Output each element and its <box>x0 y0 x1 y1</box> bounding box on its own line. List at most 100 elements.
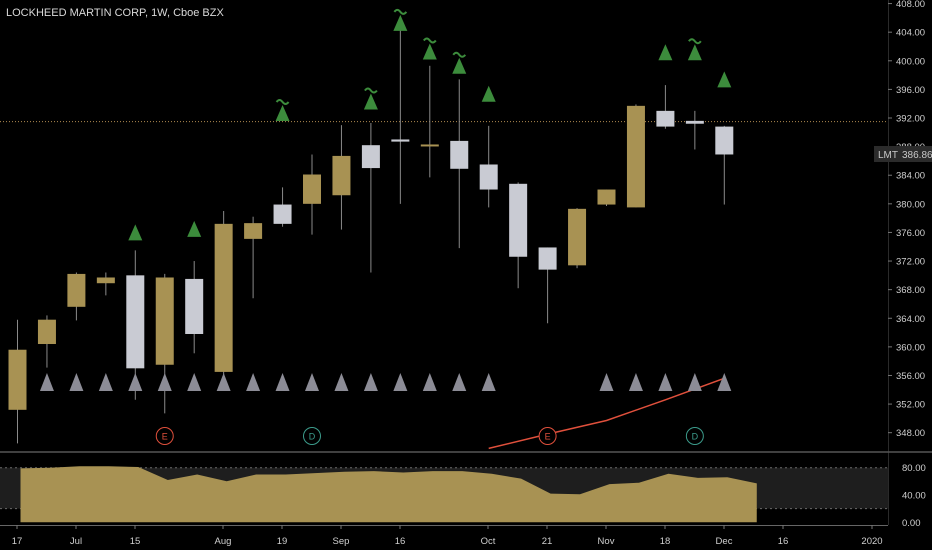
price-axis-label: 408.00 <box>896 0 925 10</box>
buy-signal-triangle <box>687 44 702 61</box>
tilde-mark <box>423 37 437 44</box>
price-axis-label: 404.00 <box>896 28 925 39</box>
buy-signal-triangle <box>481 85 496 102</box>
candle-down <box>391 139 410 142</box>
time-axis[interactable]: 17 Jul 15 Aug 19 Sep 16 Oct 21 Nov 18 Dec 16 2020 <box>12 525 883 547</box>
buy-signal-triangle <box>452 57 467 74</box>
time-axis-label: 17 <box>12 536 23 547</box>
signal-triangle <box>275 373 290 391</box>
candle-down <box>685 120 704 124</box>
price-axis-label: 400.00 <box>896 56 925 67</box>
time-axis-label: Oct <box>481 536 496 547</box>
time-axis-label: Sep <box>333 536 350 547</box>
candle-up <box>8 349 27 410</box>
time-axis-label: Jul <box>70 536 82 547</box>
oscillator-axis-label: 40.00 <box>902 490 926 501</box>
tilde-mark <box>393 8 408 15</box>
dividend-event-label: D <box>309 432 316 442</box>
tilde-mark <box>275 99 290 105</box>
price-axis-label: 360.00 <box>896 342 925 353</box>
buy-signal-triangle <box>717 71 732 88</box>
buy-signal-triangle <box>128 224 143 241</box>
price-axis-label: 356.00 <box>896 371 925 382</box>
signal-triangle <box>39 373 54 391</box>
signal-triangle <box>599 373 614 391</box>
oscillator-axis-label: 80.00 <box>902 463 926 474</box>
chart-title: LOCKHEED MARTIN CORP, 1W, Cboe BZX <box>6 7 224 19</box>
candle-up <box>67 273 86 307</box>
candle-down <box>126 275 145 369</box>
candle-down <box>538 247 557 270</box>
time-axis-label: Nov <box>598 536 615 547</box>
candle-down <box>361 145 380 169</box>
signal-triangle <box>128 373 143 391</box>
candle-down <box>450 140 469 169</box>
price-axis-label: 364.00 <box>896 314 925 325</box>
earnings-event-badge <box>538 427 557 445</box>
candle-up <box>214 223 233 372</box>
earnings-event-label: E <box>162 432 168 442</box>
signal-triangle <box>246 373 261 391</box>
buy-signal-triangle <box>187 220 202 237</box>
signal-triangle <box>334 373 349 391</box>
oscillator-area <box>20 466 757 523</box>
price-axis-label: 380.00 <box>896 199 925 210</box>
signal-triangle <box>687 373 702 391</box>
price-label-symbol: LMT <box>878 150 898 161</box>
signal-triangle <box>658 373 673 391</box>
signal-triangle <box>363 373 378 391</box>
candle-down <box>656 110 675 127</box>
time-axis-label: Dec <box>716 536 733 547</box>
signal-triangle <box>481 373 496 391</box>
tilde-mark <box>452 51 467 58</box>
time-axis-label: 16 <box>395 536 406 547</box>
signal-triangle <box>422 373 437 391</box>
tilde-mark <box>688 38 702 45</box>
candle-up <box>332 155 351 196</box>
signal-triangle <box>98 373 113 391</box>
signal-triangle <box>216 373 231 391</box>
signal-triangle <box>717 373 732 391</box>
candle-down <box>715 126 734 155</box>
time-axis-label: 19 <box>277 536 288 547</box>
price-axis-label: 352.00 <box>896 400 925 411</box>
earnings-event-badge <box>155 427 174 445</box>
candle-down <box>509 183 528 257</box>
price-axis-label: 348.00 <box>896 428 925 439</box>
candle-up <box>96 277 115 284</box>
buy-signal-triangle <box>422 43 437 60</box>
price-axis-label: 384.00 <box>896 171 925 182</box>
price-axis-label: 376.00 <box>896 228 925 239</box>
signal-triangle <box>69 373 84 391</box>
earnings-event-label: E <box>545 432 551 442</box>
buy-signal-triangle <box>363 93 378 110</box>
oscillator-pane <box>0 466 888 523</box>
moving-average-line <box>488 377 725 450</box>
candle-up <box>597 189 616 205</box>
signal-triangle <box>187 373 202 391</box>
price-axis-label: 392.00 <box>896 114 925 125</box>
signal-triangle <box>393 373 408 391</box>
buy-signal-triangle <box>393 14 408 31</box>
time-axis-label: 2020 <box>861 536 882 547</box>
signal-triangle <box>305 373 319 391</box>
candle-down <box>479 164 498 190</box>
candle-up <box>420 144 439 147</box>
dividend-event-badge <box>303 427 321 445</box>
last-price-label: LMT 386.86 <box>874 146 932 162</box>
tilde-mark <box>364 87 378 94</box>
signal-triangle <box>452 373 467 391</box>
time-axis-label: Aug <box>215 536 232 547</box>
price-label-value: 386.86 <box>902 150 932 161</box>
price-axis-label: 396.00 <box>896 85 925 96</box>
time-axis-label: 21 <box>542 536 553 547</box>
price-axis[interactable]: 348.00 352.00 356.00 360.00 364.00 368.00 372.… <box>888 0 926 529</box>
time-axis-label: 18 <box>660 536 671 547</box>
candle-up <box>626 105 645 208</box>
price-axis-label: 372.00 <box>896 257 925 268</box>
oscillator-axis-label: 0.00 <box>902 518 921 529</box>
buy-signal-triangle <box>658 44 673 61</box>
candle-up <box>303 174 321 204</box>
